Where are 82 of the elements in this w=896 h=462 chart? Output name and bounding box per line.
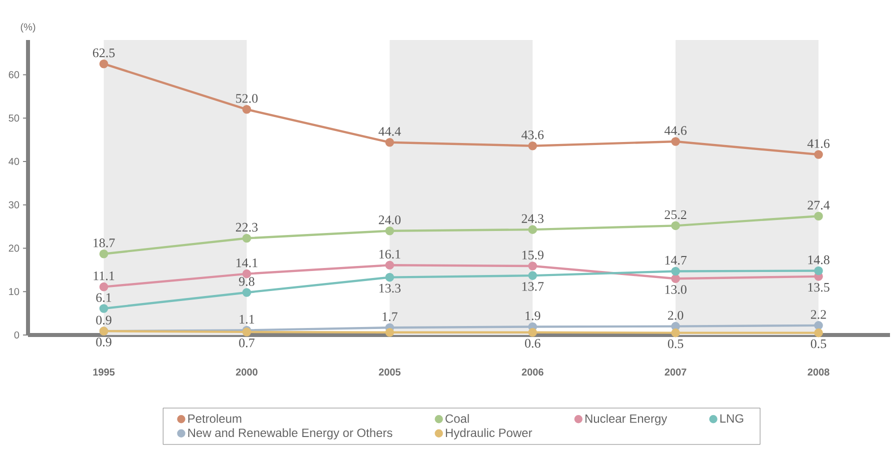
data-label: 44.6 (664, 126, 687, 135)
data-label: 44.4 (378, 127, 401, 136)
y-axis-title: (%) (20, 23, 36, 32)
point (671, 328, 680, 338)
x-tick-label: 1995 (93, 368, 115, 376)
data-label: 13.0 (665, 285, 686, 294)
point (528, 271, 538, 280)
legend-label: Nuclear Energy (585, 414, 668, 426)
data-label: 0.6 (525, 338, 540, 348)
data-label: 15.9 (522, 250, 544, 260)
point (99, 249, 108, 258)
data-label: 43.6 (522, 130, 544, 140)
data-label: 13.5 (808, 282, 830, 292)
legend-label: Petroleum (188, 414, 242, 423)
data-label: 13.7 (522, 282, 544, 291)
data-label: 62.5 (92, 48, 115, 58)
point (528, 328, 538, 337)
point (99, 304, 108, 313)
y-tick-label: 20 (8, 244, 20, 252)
x-tick-label: 2007 (664, 368, 686, 376)
point (242, 234, 252, 243)
y-tick-label: 0 (14, 331, 20, 339)
data-label: 24.0 (378, 216, 401, 224)
data-label: 14.8 (808, 255, 830, 264)
point (671, 274, 680, 283)
data-label: 9.8 (239, 277, 254, 286)
point (814, 150, 823, 159)
point (671, 221, 680, 230)
point (385, 328, 394, 337)
data-label: 2.0 (668, 310, 684, 320)
point (671, 266, 680, 276)
point (99, 282, 108, 292)
legend-label: LNG (720, 414, 744, 423)
data-label: 13.3 (379, 284, 401, 293)
point (242, 288, 252, 297)
legend-label: New and Renewable Energy or Others (188, 428, 392, 440)
data-label: 1.1 (240, 314, 254, 324)
x-tick-label: 2005 (378, 368, 401, 376)
data-label: 0.5 (668, 339, 684, 348)
x-tick-label: 2008 (808, 368, 830, 376)
point (814, 328, 823, 338)
point (385, 272, 394, 282)
point (385, 226, 394, 236)
y-tick-label: 60 (8, 71, 20, 78)
data-label: 18.7 (94, 238, 115, 248)
data-label: 25.2 (664, 210, 686, 220)
data-label: 41.6 (807, 139, 830, 148)
data-label: 0.5 (810, 339, 826, 348)
data-label: 14.7 (665, 256, 687, 265)
point (528, 225, 538, 234)
x-tick-label: 2000 (236, 368, 258, 376)
data-label: 27.4 (808, 200, 830, 210)
point (242, 105, 252, 114)
point (671, 137, 680, 146)
point (814, 212, 823, 221)
y-tick-label: 50 (8, 114, 20, 122)
point (528, 262, 538, 270)
y-tick-label: 40 (8, 158, 20, 165)
data-label: 1.7 (382, 312, 398, 322)
data-label: 6.1 (96, 293, 112, 302)
point (385, 138, 394, 147)
data-label: 2.2 (810, 310, 826, 319)
legend-label: Coal (446, 414, 469, 423)
data-label: 11.1 (94, 272, 114, 280)
point (385, 260, 394, 270)
point (814, 266, 823, 276)
data-label: 0.7 (239, 338, 254, 348)
point (814, 321, 823, 330)
legend-label: Hydraulic Power (446, 428, 532, 440)
data-label: 52.0 (236, 94, 258, 103)
point (99, 59, 108, 68)
y-tick-label: 10 (9, 288, 20, 296)
data-label: 0.9 (96, 338, 112, 346)
data-label: 22.3 (236, 222, 258, 232)
y-tick-label: 30 (8, 201, 20, 208)
data-label: 0.9 (96, 316, 112, 325)
x-tick-label: 2006 (522, 368, 544, 376)
data-label: 24.3 (522, 214, 544, 224)
point (528, 141, 538, 150)
data-label: 1.9 (526, 311, 540, 320)
data-label: 16.1 (379, 250, 400, 259)
data-label: 14.1 (236, 258, 258, 268)
